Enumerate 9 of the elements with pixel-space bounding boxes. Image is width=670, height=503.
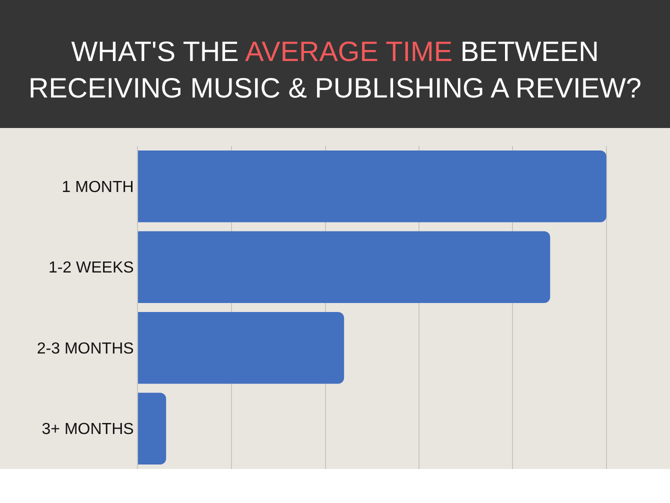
- chart-title: WHAT'S THE AVERAGE TIME BETWEEN RECEIVING MUSIC & PUBLISHING A REVIEW?: [28, 36, 642, 104]
- y-tick-label: 2-3 MONTHS: [36, 340, 134, 358]
- y-tick-label: 1 MONTH: [62, 178, 134, 196]
- bar: [138, 312, 344, 384]
- bar: [138, 392, 166, 465]
- bar: [138, 150, 606, 222]
- y-tick-label: 1-2 WEEKS: [48, 260, 134, 277]
- y-tick-label: 3+ MONTHS: [42, 421, 134, 438]
- bar: [138, 231, 550, 304]
